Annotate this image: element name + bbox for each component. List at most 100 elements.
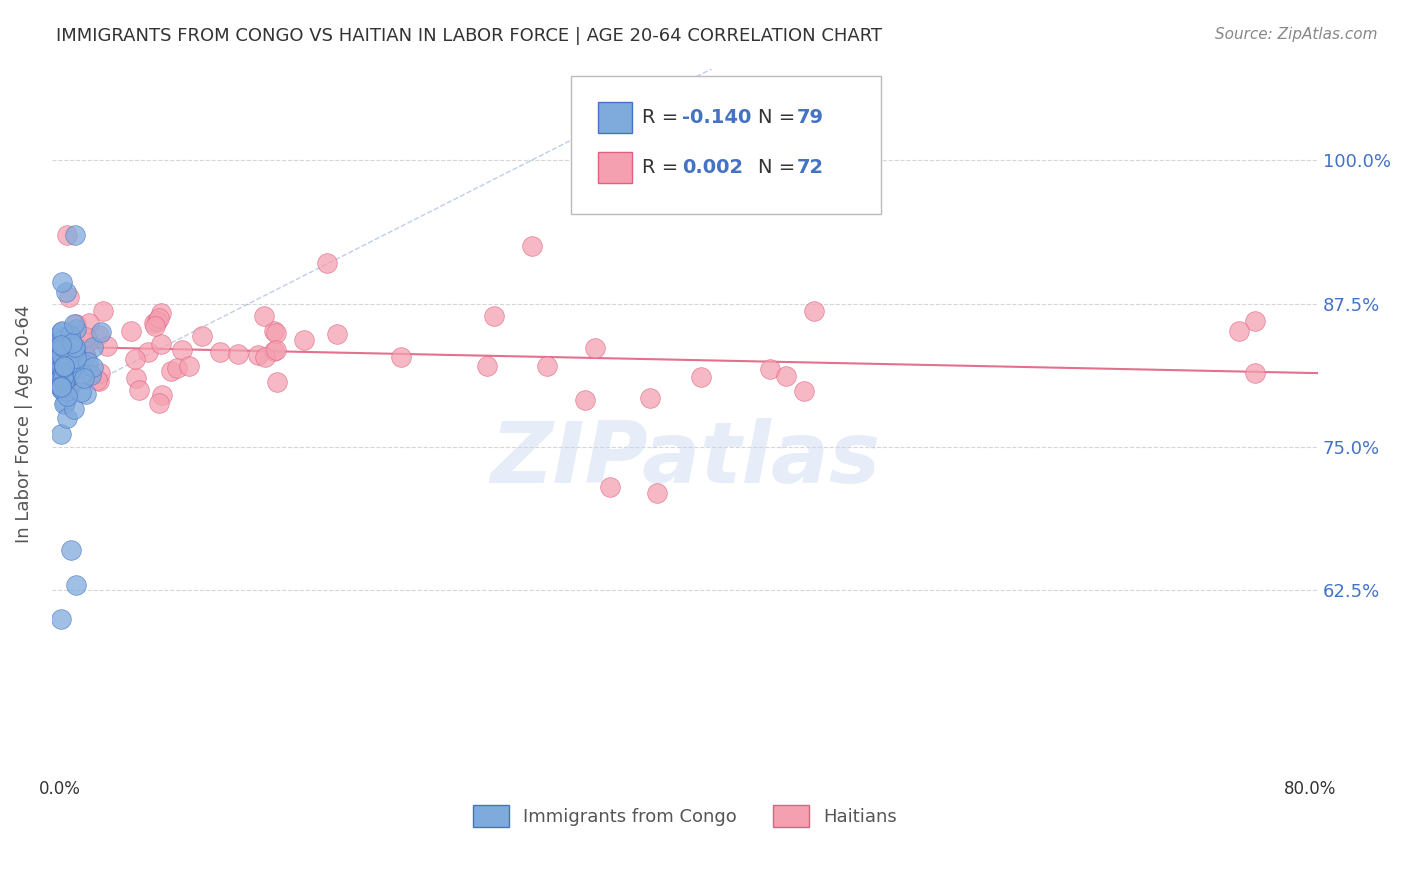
Point: [75, 329, 97, 343]
Point: [60, 336, 83, 351]
Point: [316, 256, 339, 270]
Point: [51, 369, 73, 384]
Point: [58, 290, 80, 304]
Point: [55, 370, 77, 384]
Point: [58, 353, 80, 368]
Point: [52, 354, 75, 368]
Point: [89, 366, 111, 380]
Point: [56, 389, 79, 403]
Point: [73, 370, 96, 384]
Point: [51, 330, 73, 344]
Point: [758, 361, 780, 376]
Point: [51, 426, 73, 441]
Point: [1244, 367, 1267, 381]
Point: [96, 339, 118, 353]
Point: [263, 344, 285, 359]
Point: [63, 343, 86, 357]
Point: [520, 239, 543, 253]
Text: N =: N =: [758, 158, 801, 177]
Point: [51, 383, 73, 397]
Point: [136, 344, 159, 359]
Point: [58, 370, 80, 384]
Point: [62, 317, 84, 331]
Text: R =: R =: [643, 108, 685, 127]
Point: [149, 336, 172, 351]
Point: [253, 309, 276, 323]
Point: [75, 349, 97, 363]
Point: [191, 328, 214, 343]
Point: [59, 327, 82, 342]
Point: [51, 275, 73, 289]
Point: [150, 306, 173, 320]
FancyBboxPatch shape: [571, 76, 882, 214]
Text: 72: 72: [796, 158, 824, 177]
Point: [690, 370, 713, 384]
Point: [53, 374, 76, 388]
Point: [152, 388, 174, 402]
Legend: Immigrants from Congo, Haitians: Immigrants from Congo, Haitians: [465, 798, 904, 835]
Point: [53, 395, 76, 409]
Point: [51, 383, 73, 397]
Point: [67, 352, 90, 367]
Point: [803, 304, 825, 318]
Point: [266, 375, 288, 389]
Point: [52, 370, 75, 384]
Point: [56, 351, 79, 365]
Text: 79: 79: [796, 108, 824, 127]
Point: [51, 348, 73, 362]
Point: [77, 316, 100, 330]
Point: [80, 368, 103, 382]
Point: [226, 347, 249, 361]
Point: [145, 314, 167, 328]
Point: [70, 384, 93, 399]
Point: [638, 391, 661, 405]
Point: [65, 351, 87, 366]
Point: [52, 334, 75, 348]
Point: [292, 333, 315, 347]
Point: [55, 351, 77, 365]
Point: [266, 343, 288, 357]
Point: [51, 337, 73, 351]
Point: [58, 385, 80, 400]
FancyBboxPatch shape: [598, 102, 631, 133]
Point: [59, 363, 82, 377]
Point: [72, 367, 94, 381]
Point: [389, 350, 412, 364]
Point: [51, 346, 73, 360]
FancyBboxPatch shape: [598, 152, 631, 183]
Text: 80.0%: 80.0%: [1284, 780, 1337, 797]
Point: [63, 341, 86, 355]
Point: [51, 369, 73, 384]
Point: [65, 227, 87, 242]
Point: [51, 359, 73, 374]
Point: [82, 340, 104, 354]
Point: [51, 359, 73, 374]
Point: [58, 328, 80, 343]
Point: [75, 386, 97, 401]
Point: [65, 577, 87, 591]
Point: [159, 364, 181, 378]
Point: [52, 359, 75, 374]
Point: [65, 372, 87, 386]
Point: [87, 327, 110, 342]
Point: [51, 351, 73, 366]
Point: [51, 346, 73, 360]
Point: [170, 343, 193, 357]
Point: [58, 337, 80, 351]
Point: [51, 330, 73, 344]
Point: [125, 371, 148, 385]
Point: [58, 357, 80, 371]
Text: Source: ZipAtlas.com: Source: ZipAtlas.com: [1215, 27, 1378, 42]
Point: [51, 339, 73, 353]
Point: [82, 360, 104, 375]
Point: [55, 361, 77, 376]
Point: [91, 304, 114, 318]
Point: [75, 349, 97, 363]
Text: IMMIGRANTS FROM CONGO VS HAITIAN IN LABOR FORCE | AGE 20-64 CORRELATION CHART: IMMIGRANTS FROM CONGO VS HAITIAN IN LABO…: [56, 27, 883, 45]
Point: [263, 324, 285, 338]
Point: [647, 486, 669, 500]
Point: [53, 367, 76, 381]
Point: [62, 401, 84, 416]
Point: [51, 612, 73, 626]
Point: [475, 359, 498, 373]
